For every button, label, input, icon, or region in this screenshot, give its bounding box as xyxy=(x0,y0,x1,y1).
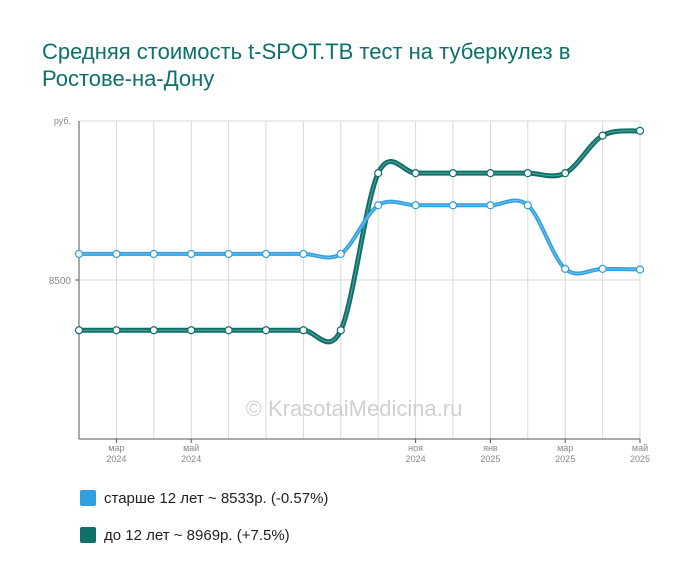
series-points xyxy=(74,126,645,335)
data-point-older xyxy=(261,249,271,259)
x-tick-label-year: 2024 xyxy=(106,454,126,464)
data-point-younger xyxy=(486,169,495,178)
legend-label-older: старше 12 лет ~ 8533р. (-0.57%) xyxy=(104,489,329,507)
x-tick-label-month: мар xyxy=(557,443,573,453)
data-point-older xyxy=(561,264,570,273)
legend-item-younger[interactable]: до 12 лет ~ 8969р. (+7.5%) xyxy=(80,525,328,545)
data-point-older xyxy=(523,201,532,210)
x-tick-label-year: 2025 xyxy=(630,454,650,464)
data-point-older xyxy=(224,249,233,259)
data-point-younger xyxy=(261,326,271,335)
data-point-older xyxy=(336,249,345,259)
data-point-younger xyxy=(523,169,532,178)
legend-item-older[interactable]: старше 12 лет ~ 8533р. (-0.57%) xyxy=(80,488,328,508)
data-point-older xyxy=(74,249,84,259)
data-point-older xyxy=(411,201,420,210)
data-point-younger xyxy=(411,169,420,178)
y-tick-label: 8500 xyxy=(49,276,72,287)
legend-label-younger: до 12 лет ~ 8969р. (+7.5%) xyxy=(104,526,290,544)
data-point-younger xyxy=(336,326,345,335)
axes: руб.8500мар2024май2024ноя2024янв2025мар2… xyxy=(49,116,650,464)
data-point-older xyxy=(598,264,607,273)
legend-swatch-older xyxy=(80,490,96,506)
x-tick-label-month: мар xyxy=(108,443,124,453)
chart-title: Средняя стоимость t-SPOT.TB тест на тубе… xyxy=(42,39,571,91)
data-point-younger xyxy=(598,131,607,140)
data-point-younger xyxy=(74,326,84,335)
data-point-older xyxy=(112,249,121,259)
data-point-younger xyxy=(448,169,458,178)
data-point-younger xyxy=(187,326,196,335)
series-line-older-highlight xyxy=(79,200,641,274)
data-point-older xyxy=(187,249,196,259)
data-point-older xyxy=(149,249,158,259)
data-point-younger xyxy=(224,326,233,335)
x-tick-label-year: 2025 xyxy=(555,454,575,464)
x-tick-label-year: 2025 xyxy=(480,454,500,464)
data-point-younger xyxy=(635,126,645,135)
series-line-younger xyxy=(76,128,643,345)
x-tick-label-month: янв xyxy=(483,443,498,453)
data-point-older xyxy=(486,201,495,210)
data-point-older xyxy=(374,201,383,210)
x-tick-label-month: ноя xyxy=(408,443,423,453)
x-tick-label-month: май xyxy=(183,443,199,453)
data-point-younger xyxy=(149,326,158,335)
data-point-older xyxy=(299,249,308,259)
data-point-younger xyxy=(112,326,121,335)
data-point-younger xyxy=(561,169,570,178)
series-line-younger-highlight xyxy=(79,130,641,343)
x-tick-label-year: 2024 xyxy=(181,454,201,464)
data-point-younger xyxy=(374,169,383,178)
series-lines xyxy=(76,128,643,345)
data-point-older xyxy=(635,265,645,274)
grid xyxy=(78,120,641,439)
y-axis-unit-label: руб. xyxy=(54,116,71,126)
legend: старше 12 лет ~ 8533р. (-0.57%) до 12 ле… xyxy=(80,488,328,562)
x-tick-label-month: май xyxy=(632,443,648,453)
watermark: © KrasotaiMedicina.ru xyxy=(246,396,463,421)
x-tick-label-year: 2024 xyxy=(406,454,426,464)
data-point-older xyxy=(448,201,458,210)
data-point-younger xyxy=(299,326,308,335)
series-line-older xyxy=(77,198,642,276)
legend-swatch-younger xyxy=(80,527,96,543)
